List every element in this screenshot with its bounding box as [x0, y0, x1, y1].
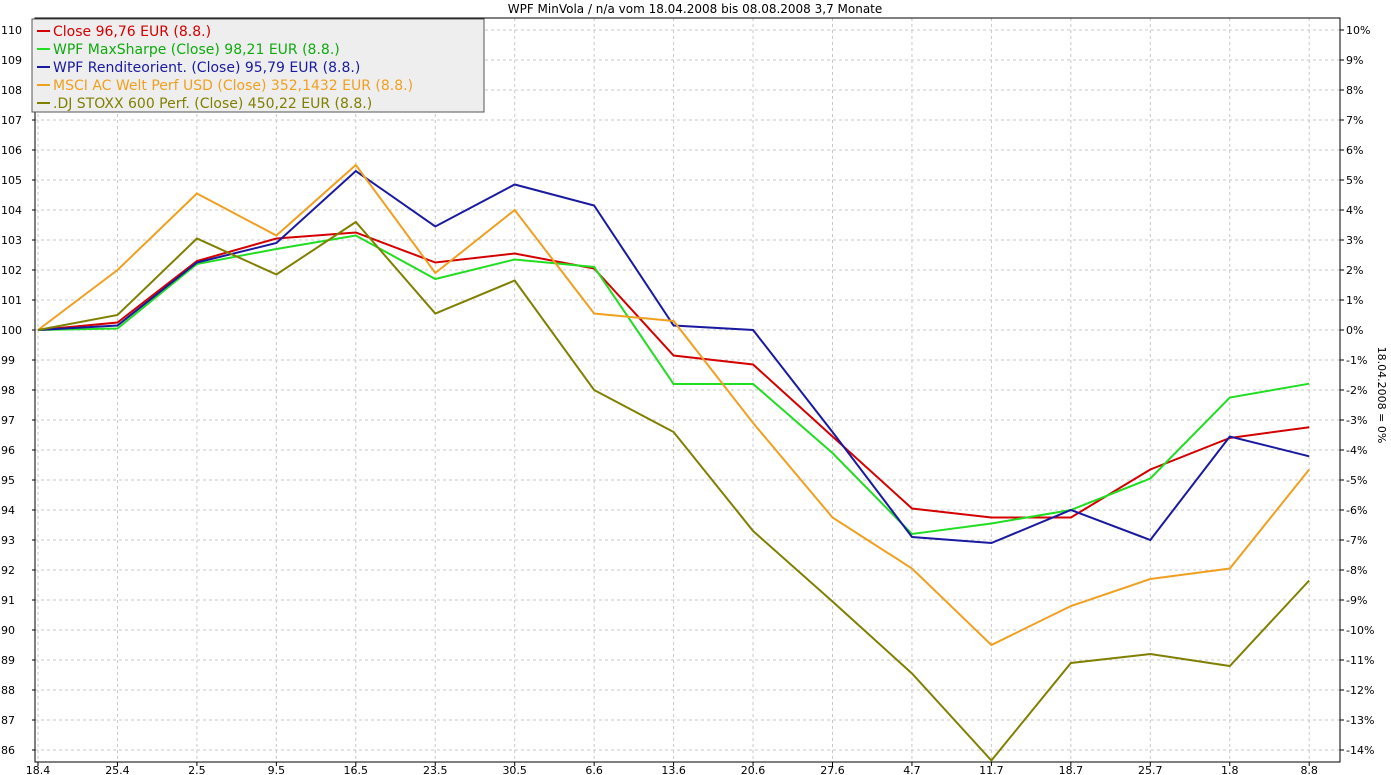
y-tick-label-right: -14% [1346, 744, 1374, 757]
y-tick-label: 103 [1, 234, 22, 247]
legend-entry: .DJ STOXX 600 Perf. (Close) 450,22 EUR (… [53, 96, 372, 112]
plot-frame [34, 17, 1341, 763]
y-tick-label: 89 [1, 654, 15, 667]
y-tick-label-right: -5% [1346, 474, 1367, 487]
x-tick-label: 20.6 [741, 764, 766, 775]
x-tick-label: 16.5 [344, 764, 369, 775]
y-tick-label: 100 [1, 324, 22, 337]
y-tick-label: 102 [1, 264, 22, 277]
x-tick-label: 18.7 [1059, 764, 1084, 775]
legend-box [31, 18, 485, 113]
y-tick-label-right: -11% [1346, 654, 1374, 667]
chart-title: WPF MinVola / n/a vom 18.04.2008 bis 08.… [508, 2, 883, 16]
y-tick-label: 108 [1, 84, 22, 97]
y-tick-label-right: 8% [1346, 84, 1363, 97]
x-tick-label: 25.4 [105, 764, 130, 775]
series-line [37, 234, 1310, 536]
x-tick-label: 9.5 [268, 764, 286, 775]
right-axis-label: 18.04.2008 = 0% [1375, 347, 1388, 444]
series-layer [37, 163, 1310, 763]
x-tick-label: 11.7 [979, 764, 1004, 775]
y-tick-label-right: -9% [1346, 594, 1367, 607]
y-tick-label-right: 1% [1346, 294, 1363, 307]
y-tick-label: 86 [1, 744, 15, 757]
legend-entry: Close 96,76 EUR (8.8.) [53, 24, 211, 40]
y-tick-label: 97 [1, 414, 15, 427]
y-tick-label: 106 [1, 144, 22, 157]
legend-entry: WPF Renditeorient. (Close) 95,79 EUR (8.… [53, 60, 360, 76]
x-axis: 18.4 25.4 2.5 9.5 16.5 23.5 30.5 6.6 13.6 20.6 27.… [26, 762, 1318, 775]
y-tick-label: 101 [1, 294, 22, 307]
x-tick-label: 30.5 [502, 764, 527, 775]
series-line [37, 220, 1310, 763]
y-tick-label-right: -7% [1346, 534, 1367, 547]
y-tick-label: 107 [1, 114, 22, 127]
x-tick-label: 23.5 [423, 764, 448, 775]
y-tick-label: 95 [1, 474, 15, 487]
x-tick-label: 4.7 [903, 764, 921, 775]
series-line [37, 169, 1310, 545]
y-tick-label-right: 2% [1346, 264, 1363, 277]
y-tick-label-right: -6% [1346, 504, 1367, 517]
y-tick-label: 110 [1, 24, 22, 37]
y-tick-label-right: 3% [1346, 234, 1363, 247]
x-tick-label: 25.7 [1138, 764, 1163, 775]
y-tick-label-right: 4% [1346, 204, 1363, 217]
y-tick-label: 93 [1, 534, 15, 547]
y-tick-label-right: -13% [1346, 714, 1374, 727]
y-tick-label-right: -8% [1346, 564, 1367, 577]
series-line [37, 163, 1310, 647]
y-tick-label: 88 [1, 684, 15, 697]
y-tick-label: 91 [1, 594, 15, 607]
y-tick-label: 87 [1, 714, 15, 727]
x-tick-label: 2.5 [188, 764, 206, 775]
y-tick-label-right: 7% [1346, 114, 1363, 127]
y-tick-label-right: -4% [1346, 444, 1367, 457]
grid [35, 18, 1340, 762]
left-y-axis: 86 87 88 89 90 91 92 93 94 95 96 97 98 99 100 101 102 103… [1, 24, 35, 757]
series-line [37, 231, 1310, 519]
y-tick-label: 99 [1, 354, 15, 367]
y-tick-label-right: -10% [1346, 624, 1374, 637]
x-tick-label: 13.6 [661, 764, 686, 775]
y-tick-label: 98 [1, 384, 15, 397]
y-tick-label: 104 [1, 204, 22, 217]
y-tick-label: 94 [1, 504, 15, 517]
y-tick-label-right: 6% [1346, 144, 1363, 157]
legend-entry: WPF MaxSharpe (Close) 98,21 EUR (8.8.) [53, 42, 340, 58]
x-tick-label: 18.4 [26, 764, 51, 775]
y-tick-label-right: -1% [1346, 354, 1367, 367]
legend-entry: MSCI AC Welt Perf USD (Close) 352,1432 E… [53, 78, 413, 94]
y-tick-label: 90 [1, 624, 15, 637]
y-tick-label-right: -12% [1346, 684, 1374, 697]
y-tick-label-right: 5% [1346, 174, 1363, 187]
y-tick-label: 96 [1, 444, 15, 457]
legend: Close 96,76 EUR (8.8.) WPF MaxSharpe (Clo… [31, 18, 485, 113]
y-tick-label-right: 10% [1346, 24, 1370, 37]
y-tick-label-right: 0% [1346, 324, 1363, 337]
x-tick-label: 6.6 [585, 764, 603, 775]
y-tick-label-right: -3% [1346, 414, 1367, 427]
x-tick-label: 1.8 [1221, 764, 1239, 775]
right-y-axis: -14% -13% -12% -11% -10% -9% -8% -7% -6% -5% -4% -3… [1340, 24, 1374, 757]
y-tick-label-right: 9% [1346, 54, 1363, 67]
y-tick-label: 105 [1, 174, 22, 187]
x-tick-label: 27.6 [820, 764, 845, 775]
x-tick-label: 8.8 [1300, 764, 1318, 775]
y-tick-label-right: -2% [1346, 384, 1367, 397]
y-tick-label: 109 [1, 54, 22, 67]
y-tick-label: 92 [1, 564, 15, 577]
